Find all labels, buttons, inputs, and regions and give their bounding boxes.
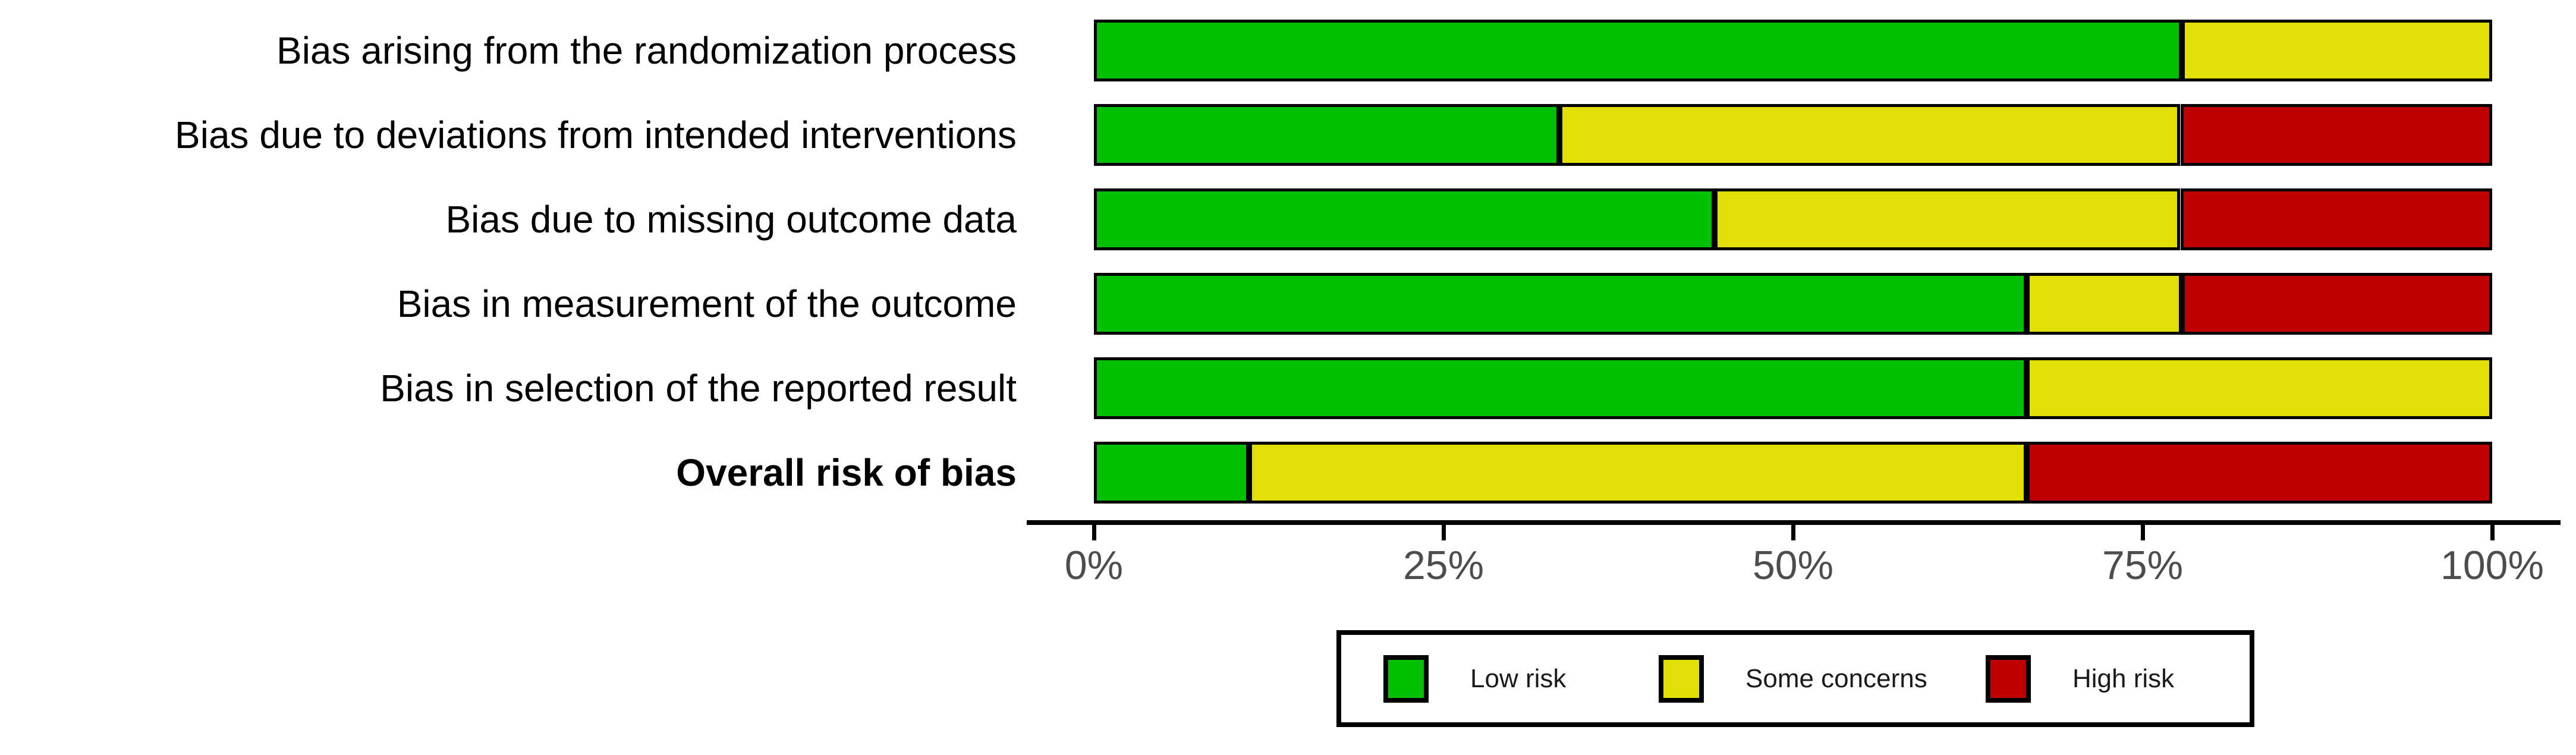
legend: Low risk Some concerns High risk: [1336, 630, 2254, 727]
legend-item-low-risk: Low risk: [1383, 635, 1566, 722]
x-axis-tick-label: 100%: [2440, 543, 2544, 588]
some-concerns-segment: [1559, 104, 2180, 166]
x-axis-tick: [1442, 525, 1446, 540]
high-risk-segment: [2027, 442, 2492, 504]
some-concerns-segment: [2027, 357, 2492, 419]
low-risk-segment: [1094, 273, 2027, 335]
low-risk-segment: [1094, 188, 1715, 250]
low-risk-segment: [1094, 357, 2027, 419]
some-concerns-segment: [1715, 188, 2180, 250]
category-label: Bias due to deviations from intended int…: [175, 114, 1017, 156]
x-axis-tick-label: 25%: [1402, 543, 1484, 588]
stacked-bar: [1094, 273, 2492, 335]
legend-label: Some concerns: [1745, 663, 1927, 693]
x-axis-tick: [1092, 525, 1096, 540]
chart-row: Bias arising from the randomization proc…: [0, 20, 2576, 81]
category-label: Bias in selection of the reported result: [380, 367, 1017, 410]
chart-row: Bias due to missing outcome data: [0, 188, 2576, 250]
legend-item-high-risk: High risk: [1986, 635, 2174, 722]
high-risk-segment: [2182, 273, 2492, 335]
some-concerns-segment: [2027, 273, 2182, 335]
low-risk-segment: [1094, 442, 1249, 504]
legend-label: High risk: [2072, 663, 2175, 693]
stacked-bar: [1094, 357, 2492, 419]
some-concerns-swatch: [1659, 655, 1704, 703]
chart-row: Bias in measurement of the outcome: [0, 273, 2576, 335]
x-axis-tick-label: 50%: [1752, 543, 1834, 588]
high-risk-segment: [2181, 104, 2492, 166]
stacked-bar: [1094, 442, 2492, 504]
x-axis-tick: [1791, 525, 1795, 540]
category-label: Bias in measurement of the outcome: [397, 282, 1017, 325]
legend-label: Low risk: [1470, 663, 1567, 693]
category-label: Overall risk of bias: [676, 451, 1017, 494]
x-axis-tick-label: 75%: [2102, 543, 2184, 588]
some-concerns-segment: [2182, 20, 2492, 81]
x-axis-tick: [2490, 525, 2495, 540]
stacked-bar: [1094, 104, 2492, 166]
high-risk-segment: [2181, 188, 2492, 250]
category-label: Bias arising from the randomization proc…: [276, 29, 1017, 72]
stacked-bar: [1094, 20, 2492, 81]
x-axis-tick: [2141, 525, 2145, 540]
category-label: Bias due to missing outcome data: [445, 198, 1017, 241]
low-risk-segment: [1094, 104, 1559, 166]
chart-row: Bias due to deviations from intended int…: [0, 104, 2576, 166]
chart-row: Bias in selection of the reported result: [0, 357, 2576, 419]
chart-row: Overall risk of bias: [0, 442, 2576, 504]
some-concerns-segment: [1249, 442, 2027, 504]
x-axis-tick-label: 0%: [1064, 543, 1124, 588]
legend-item-some-concerns: Some concerns: [1659, 635, 1927, 722]
low-risk-swatch: [1383, 655, 1429, 703]
high-risk-swatch: [1986, 655, 2031, 703]
low-risk-segment: [1094, 20, 2182, 81]
stacked-bar: [1094, 188, 2492, 250]
x-axis-line: [1027, 520, 2561, 525]
